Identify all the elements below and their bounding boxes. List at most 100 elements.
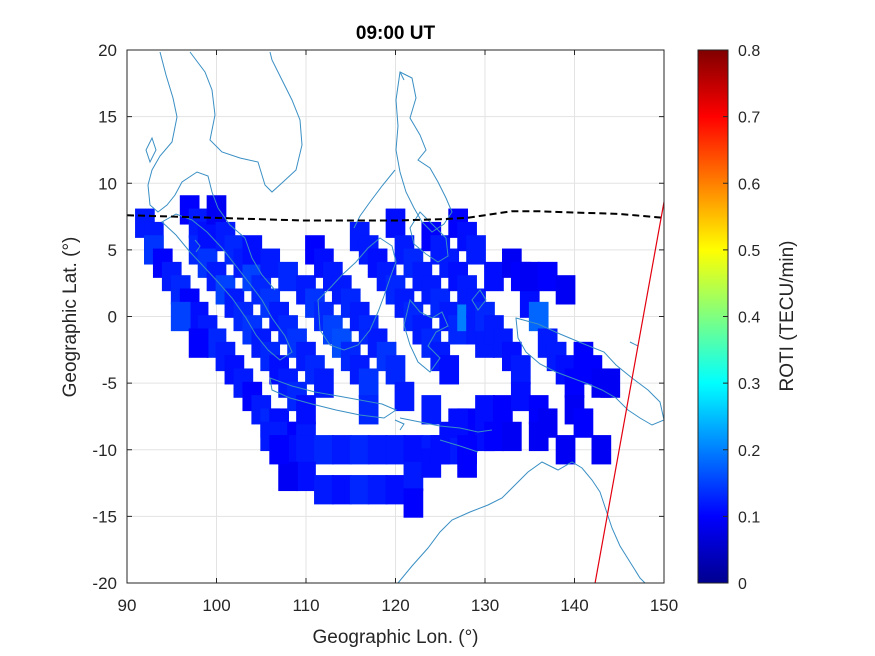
roti-cell	[358, 368, 379, 398]
roti-cell	[278, 261, 298, 292]
x-tick-label: 100	[202, 596, 230, 615]
x-tick-label: 150	[650, 596, 678, 615]
coastline-mindanao	[409, 211, 449, 263]
roti-cell	[537, 261, 558, 292]
coastline-indochina	[189, 51, 303, 193]
roti-cell	[484, 261, 504, 292]
roti-cell	[331, 475, 352, 505]
x-tick-label: 130	[471, 596, 499, 615]
roti-cell	[349, 475, 370, 505]
coastline-lake-toba	[194, 239, 201, 253]
roti-cell	[510, 381, 531, 412]
y-tick-label: 10	[98, 174, 117, 193]
roti-cell	[314, 435, 334, 465]
colorbar-tick-label: 0.7	[738, 110, 760, 127]
coastline-halmahera	[471, 289, 487, 311]
coastline-sulawesi	[403, 298, 449, 373]
roti-cell	[385, 208, 406, 238]
roti-cell	[439, 355, 460, 385]
roti-cell	[242, 235, 263, 265]
coastline-philippines	[395, 71, 453, 233]
coastline-sumatra	[161, 213, 293, 361]
colorbar-tick-label: 0.2	[738, 443, 760, 460]
y-tick-label: 20	[98, 41, 117, 60]
coastline-java	[269, 377, 398, 419]
chart-title: 09:00 UT	[356, 23, 436, 44]
roti-cell	[358, 395, 379, 425]
coastline-timor	[439, 439, 479, 453]
colorbar-tick-label: 0.3	[738, 376, 760, 393]
roti-cell	[421, 395, 442, 425]
y-tick-label: 5	[108, 241, 117, 260]
coastline-bali	[394, 419, 405, 431]
y-tick-label: -5	[102, 374, 117, 393]
colorbar-tick-label: 0.4	[738, 310, 760, 327]
roti-cell	[349, 435, 370, 465]
roti-cell	[510, 355, 531, 385]
roti-cell	[430, 435, 451, 465]
roti-cell	[296, 461, 316, 492]
roti-cell	[394, 381, 415, 412]
roti-cell	[591, 435, 612, 465]
colorbar-tick-label: 0.8	[738, 43, 760, 60]
roti-cell	[457, 435, 477, 465]
roti-cell	[260, 248, 281, 278]
y-tick-label: -15	[92, 507, 117, 526]
axis-ticks: 90 100 110 120 130 140 150 20 15 10 5 0 -5 -10 -15 -20	[92, 41, 678, 615]
coastline-borneo	[317, 237, 397, 351]
roti-cell	[385, 435, 406, 465]
roti-cell	[475, 395, 495, 425]
roti-cell	[448, 408, 468, 438]
coastline-aru	[629, 341, 639, 347]
y-tick-label: -20	[92, 574, 117, 593]
roti-cell	[314, 475, 334, 505]
roti-cell	[502, 421, 522, 452]
roti-cell	[269, 435, 289, 465]
roti-cell	[555, 275, 576, 305]
roti-cell	[519, 261, 540, 292]
colorbar-tick-label: 0	[738, 576, 747, 593]
roti-cell	[564, 368, 585, 398]
roti-cell	[403, 461, 424, 492]
x-tick-label: 140	[560, 596, 588, 615]
roti-cell	[484, 421, 504, 452]
magnetic-equator-dashed-line	[127, 210, 664, 222]
x-tick-label: 120	[381, 596, 409, 615]
roti-cell	[367, 435, 388, 465]
roti-cell	[466, 235, 486, 265]
roti-cell	[555, 435, 576, 465]
roti-cell	[537, 408, 558, 438]
y-axis-label: Geographic Lat. (°)	[60, 237, 81, 398]
colorbar-tick-label: 0.6	[738, 176, 760, 193]
roti-cell	[403, 488, 424, 518]
y-tick-label: 0	[108, 308, 117, 327]
x-tick-label: 110	[292, 596, 319, 615]
coastline-mainland-asia	[147, 51, 219, 213]
roti-cell	[170, 301, 191, 332]
roti-cell	[296, 435, 316, 465]
colorbar-ticks: 0.8 0.7 0.6 0.5 0.4 0.3 0.2 0.1 0	[723, 43, 760, 593]
roti-cell	[331, 435, 352, 465]
roti-cells	[135, 195, 621, 518]
roti-cell	[278, 461, 298, 492]
colorbar-label: ROTI (TECU/min)	[777, 241, 798, 392]
roti-cell	[493, 395, 513, 425]
roti-cell	[188, 328, 209, 358]
roti-cell	[600, 368, 621, 398]
roti-cell	[296, 395, 316, 425]
roti-cell	[206, 195, 227, 225]
x-tick-label: 90	[118, 596, 137, 615]
coastline-new-guinea	[515, 317, 664, 426]
colorbar-tick-label: 0.1	[738, 509, 760, 526]
roti-cell	[197, 221, 218, 252]
coastline-taiwan	[399, 71, 405, 81]
coastline-malay-peninsula	[217, 207, 276, 291]
roti-cell	[385, 355, 406, 385]
terminator-red-line	[594, 201, 664, 583]
roti-cell	[528, 301, 549, 332]
roti-cell	[573, 408, 594, 438]
y-tick-label: 15	[98, 108, 117, 127]
x-axis-label: Geographic Lon. (°)	[312, 627, 478, 648]
coastline-lesser-sunda	[399, 417, 493, 433]
